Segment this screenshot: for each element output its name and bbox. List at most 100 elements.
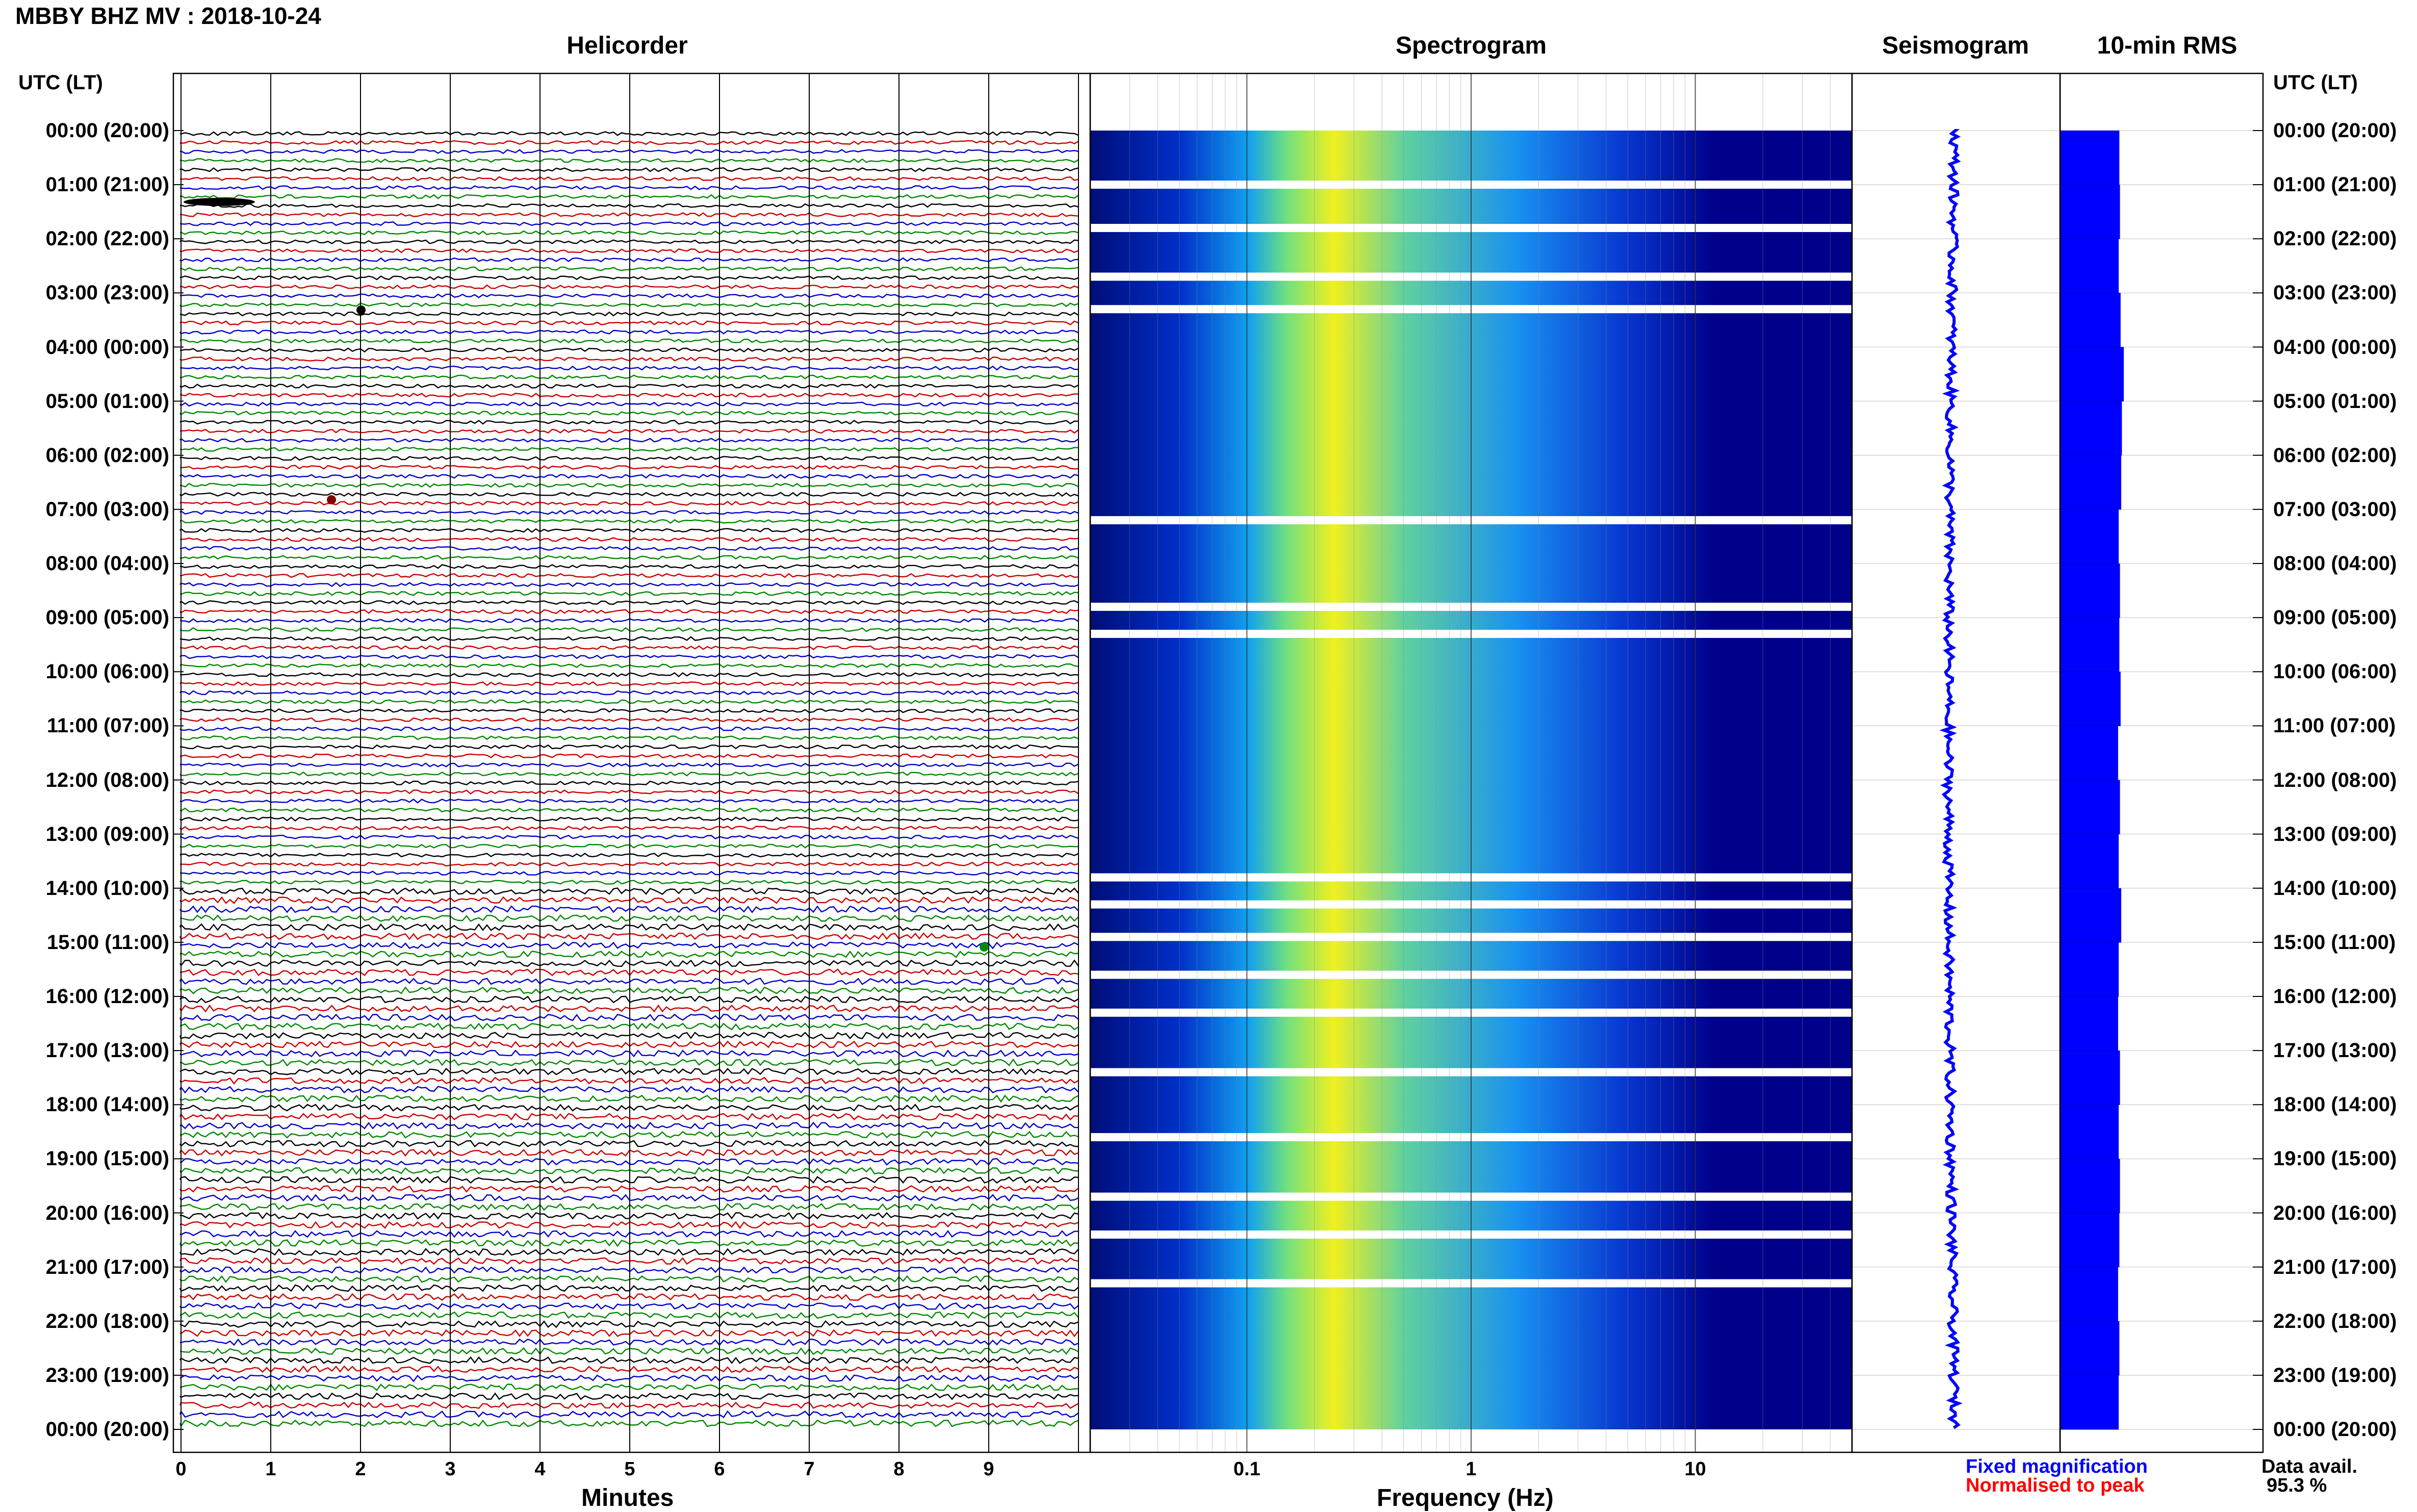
helicorder-trace <box>179 1257 1079 1265</box>
hour-label-left: 22:00 (18:00) <box>45 1310 169 1332</box>
helicorder-trace <box>179 1347 1079 1355</box>
helicorder-trace <box>179 573 1079 578</box>
rms-bar <box>2060 996 2118 1051</box>
helicorder-trace <box>179 293 1079 299</box>
helicorder-trace <box>179 591 1079 596</box>
rms-bar <box>2060 185 2120 239</box>
helicorder-trace <box>179 546 1079 551</box>
helicorder-trace <box>179 284 1079 290</box>
helicorder-trace <box>179 1104 1079 1112</box>
rms-bar <box>2060 942 2119 997</box>
helicorder-trace <box>179 663 1079 669</box>
rms-bar <box>2060 455 2121 510</box>
helicorder-trace <box>179 1040 1079 1048</box>
helicorder-tick-label: 4 <box>534 1458 546 1480</box>
hour-label-left: 08:00 (04:00) <box>45 552 169 575</box>
helicorder-trace <box>179 880 1079 885</box>
hour-label-right: 21:00 (17:00) <box>2273 1255 2397 1278</box>
helicorder-trace <box>180 1383 1079 1392</box>
helicorder-trace <box>179 311 1079 317</box>
helicorder-trace <box>179 914 1079 922</box>
helicorder-trace <box>179 248 1079 253</box>
hour-label-right: 05:00 (01:00) <box>2273 390 2397 413</box>
hour-label-left: 17:00 (13:00) <box>45 1039 169 1062</box>
hour-label-right: 20:00 (16:00) <box>2273 1201 2397 1224</box>
legend-normalised-to-peak: Normalised to peak <box>1966 1475 2145 1496</box>
rms-bar <box>2060 618 2120 672</box>
hour-label-right: 19:00 (15:00) <box>2273 1147 2397 1170</box>
helicorder-trace <box>179 771 1079 777</box>
helicorder-trace <box>179 239 1079 245</box>
helicorder-trace <box>179 167 1079 172</box>
helicorder-trace <box>179 257 1079 263</box>
helicorder-trace <box>179 176 1079 182</box>
hour-label-right: 00:00 (20:00) <box>2273 1418 2397 1441</box>
station-title: MBBY BHZ MV : 2018-10-24 <box>15 3 321 29</box>
hour-label-left: 13:00 (09:00) <box>45 823 169 845</box>
helicorder-tick-label: 1 <box>265 1458 276 1480</box>
helicorder-trace <box>179 302 1079 307</box>
helicorder-trace <box>179 717 1079 723</box>
panel-frames <box>172 72 2264 1453</box>
spectrogram-panel <box>1090 73 1853 1452</box>
helicorder-trace <box>179 492 1079 497</box>
helicorder-trace <box>179 230 1079 236</box>
helicorder-trace <box>179 1202 1079 1211</box>
helicorder-trace <box>179 1212 1079 1220</box>
helicorder-trace <box>179 338 1079 344</box>
helicorder-event <box>980 942 989 952</box>
helicorder-trace <box>179 1284 1079 1292</box>
hour-label-left: 23:00 (19:00) <box>45 1364 169 1387</box>
helicorder-trace <box>179 528 1079 533</box>
helicorder-trace <box>179 1365 1079 1373</box>
rms-bar <box>2060 563 2120 618</box>
helicorder-trace <box>179 473 1079 479</box>
spectrogram-tick-label: 0.1 <box>1233 1458 1261 1480</box>
helicorder-trace <box>179 789 1079 795</box>
helicorder-trace <box>179 356 1079 362</box>
helicorder-trace <box>179 1158 1079 1166</box>
rms-bar <box>2060 780 2120 835</box>
hour-label-left: 14:00 (10:00) <box>45 877 169 900</box>
helicorder-trace <box>179 941 1079 950</box>
helicorder-trace <box>179 843 1079 849</box>
hour-label-left: 04:00 (00:00) <box>45 336 169 358</box>
helicorder-trace <box>179 1094 1079 1103</box>
hour-label-left: 10:00 (06:00) <box>45 660 169 683</box>
helicorder-trace <box>179 1148 1079 1157</box>
rms-bar <box>2060 888 2121 943</box>
helicorder-trace <box>179 411 1079 416</box>
rms-bar <box>2060 834 2119 889</box>
helicorder-trace <box>179 1077 1079 1085</box>
helicorder-trace <box>179 392 1079 398</box>
helicorder-trace <box>179 995 1079 1004</box>
rms-bar <box>2060 401 2122 456</box>
helicorder-trace <box>179 1419 1079 1428</box>
helicorder-trace <box>179 1229 1078 1238</box>
hour-label-right: 04:00 (00:00) <box>2273 336 2397 358</box>
helicorder-trace <box>179 482 1079 488</box>
helicorder-tick-label: 5 <box>624 1458 635 1480</box>
helicorder-trace <box>179 465 1079 470</box>
helicorder-trace <box>179 320 1079 326</box>
spectrogram-tick-label: 1 <box>1465 1458 1477 1480</box>
helicorder-trace <box>179 825 1079 831</box>
helicorder-trace <box>179 1275 1079 1283</box>
helicorder-trace <box>179 780 1079 786</box>
legend-fixed-magnification: Fixed magnification <box>1966 1456 2148 1477</box>
helicorder-trace <box>179 221 1079 226</box>
hour-label-left: 21:00 (17:00) <box>45 1255 169 1278</box>
helicorder-trace <box>179 347 1079 353</box>
helicorder-trace <box>179 158 1079 163</box>
helicorder-trace <box>179 1401 1079 1410</box>
timezone-header-left: UTC (LT) <box>18 71 103 94</box>
helicorder-trace <box>179 816 1079 822</box>
helicorder-trace <box>179 1410 1079 1418</box>
helicorder-trace <box>179 149 1079 155</box>
hour-label-right: 15:00 (11:00) <box>2273 931 2396 954</box>
helicorder-trace <box>179 564 1079 569</box>
helicorder-trace <box>179 1392 1079 1400</box>
helicorder-trace <box>179 744 1079 750</box>
helicorder-trace <box>179 636 1079 642</box>
